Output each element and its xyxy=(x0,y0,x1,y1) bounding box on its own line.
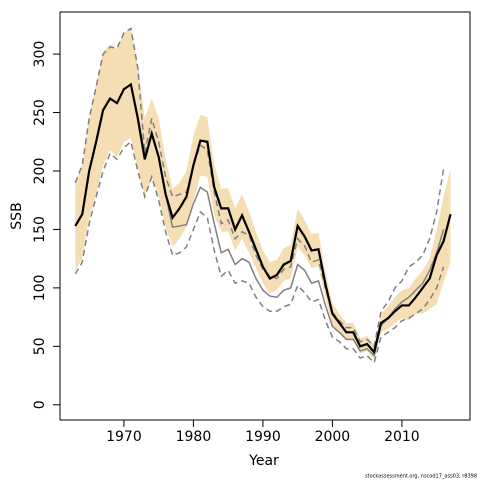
x-tick-label: 1980 xyxy=(176,429,212,445)
y-tick-label: 300 xyxy=(32,41,48,68)
y-tick-label: 0 xyxy=(32,400,48,409)
plot-frame xyxy=(59,11,471,421)
x-tick-label: 1990 xyxy=(245,429,281,445)
x-tick-label: 2000 xyxy=(315,429,351,445)
footnote: stockassessment.org, nscod17_ass03, r839… xyxy=(365,474,477,480)
x-axis-label: Year xyxy=(248,453,279,469)
x-tick-label: 1970 xyxy=(106,429,142,445)
x-tick-label: 2010 xyxy=(384,429,420,445)
y-tick-label: 100 xyxy=(32,275,48,302)
y-tick-label: 200 xyxy=(32,158,48,185)
series-line xyxy=(74,140,445,365)
y-axis-label: SSB xyxy=(9,202,25,229)
y-tick-label: 50 xyxy=(32,337,48,355)
y-tick-label: 250 xyxy=(32,99,48,126)
y-tick-label: 150 xyxy=(32,216,48,243)
series-line xyxy=(74,82,452,355)
confidence-band xyxy=(75,28,451,360)
